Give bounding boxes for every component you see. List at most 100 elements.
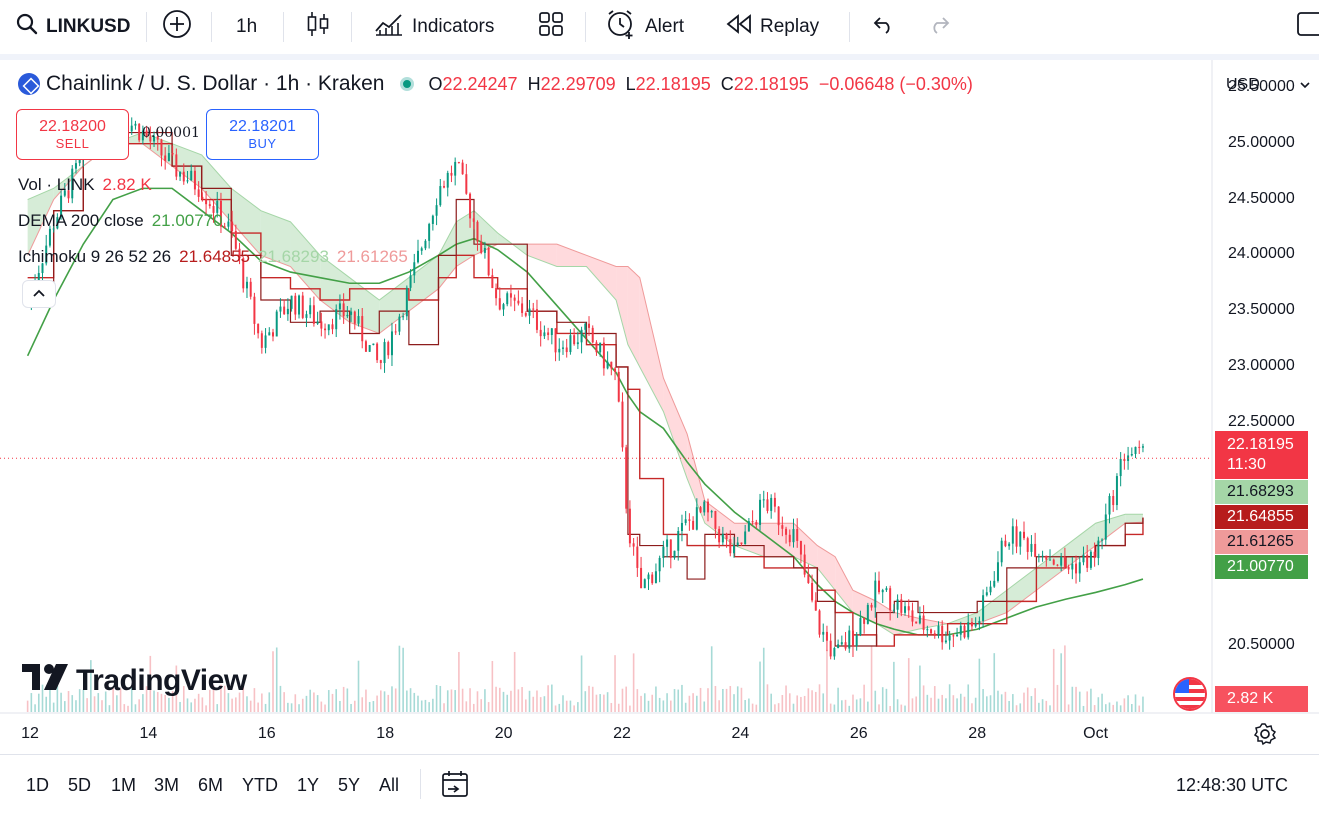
candle-body [517, 300, 520, 304]
candle-body [658, 557, 661, 572]
indicators-button[interactable]: Indicators [374, 0, 494, 54]
volume-bar [1067, 704, 1070, 712]
add-circle-icon [162, 9, 192, 45]
currency-select[interactable]: USD [1226, 76, 1310, 94]
candle-body [785, 528, 788, 535]
time-tick-label: 20 [494, 725, 513, 742]
redo-icon [928, 14, 952, 40]
interval-button[interactable]: 1h [236, 0, 257, 54]
alert-button[interactable]: Alert [605, 0, 684, 54]
settings-button[interactable] [1253, 722, 1277, 751]
volume-bar [1008, 700, 1010, 712]
candle-body [361, 316, 364, 342]
candle-body [283, 306, 286, 315]
sell-button[interactable]: 22.18200 SELL [16, 109, 129, 160]
legend-title[interactable]: Chainlink / U. S. Dollar · 1h · Kraken [46, 72, 385, 95]
volume-bar [261, 693, 263, 712]
volume-bar [625, 686, 627, 712]
symbol-search[interactable]: LINKUSD [16, 0, 130, 54]
ohlc-values: O22.24247 H22.29709 L22.18195 C22.18195 … [428, 74, 972, 95]
candle-body [985, 592, 988, 596]
candle-body [573, 335, 576, 345]
volume-bar [926, 694, 929, 712]
range-button[interactable]: All [379, 775, 400, 795]
economic-events-icon[interactable] [1173, 677, 1207, 711]
volume-bar [179, 701, 181, 712]
volume-bar [536, 690, 538, 712]
time-tick-label: 24 [731, 725, 750, 742]
volume-bar [666, 693, 668, 712]
range-button[interactable]: YTD [242, 775, 278, 795]
candle-body [770, 497, 773, 511]
volume-bar [253, 688, 256, 712]
range-button[interactable]: 5D [68, 775, 92, 795]
dema-value: 21.00770 [151, 211, 223, 230]
volume-bar [331, 693, 334, 712]
low-value: 22.18195 [635, 73, 711, 94]
volume-bar [368, 701, 371, 712]
price-chart[interactable] [0, 0, 1319, 754]
volume-legend[interactable]: Vol · LINK 2.82 K [18, 175, 152, 195]
tradingview-mark-icon [22, 664, 70, 698]
candle-body [918, 615, 921, 624]
candle-body [610, 361, 613, 369]
candle-body [740, 542, 743, 545]
volume-bar [357, 660, 360, 712]
range-button[interactable]: 1D [26, 775, 50, 795]
volume-bar [848, 705, 851, 712]
dema-legend[interactable]: DEMA 200 close 21.00770 [18, 211, 223, 231]
replay-button[interactable]: Replay [726, 0, 819, 54]
volume-bar [432, 698, 434, 712]
tradingview-logo[interactable]: TradingView [22, 664, 247, 698]
go-to-date-button[interactable] [440, 769, 470, 804]
fullscreen-button[interactable] [1296, 0, 1319, 54]
chart-type-button[interactable] [306, 0, 330, 54]
volume-bar [907, 658, 910, 712]
volume-bar [1116, 701, 1118, 712]
volume-bar [428, 702, 430, 712]
gear-icon [1253, 723, 1277, 750]
candle-body [1045, 555, 1048, 560]
volume-bar [201, 697, 204, 712]
candle-body [424, 240, 427, 249]
candle-body [807, 574, 810, 583]
bottom-divider [420, 769, 421, 799]
toolbar-divider [585, 12, 586, 42]
range-button[interactable]: 6M [198, 775, 224, 795]
layout-button[interactable] [538, 0, 564, 54]
volume-bar [785, 685, 787, 712]
volume-bar [231, 698, 233, 712]
collapse-legend-button[interactable] [22, 280, 56, 308]
range-button[interactable]: 1M [111, 775, 137, 795]
volume-bar [1093, 705, 1096, 712]
candle-body [1130, 454, 1133, 456]
candle-body [472, 218, 475, 222]
range-button[interactable]: 1Y [297, 775, 320, 795]
candle-body [56, 217, 59, 229]
ichimoku-value-3: 21.61265 [336, 247, 408, 266]
compare-button[interactable] [162, 0, 192, 54]
volume-bar [692, 693, 694, 712]
redo-button[interactable] [928, 0, 952, 54]
candle-body [67, 190, 70, 199]
candles [26, 110, 1144, 660]
range-button[interactable]: 5Y [338, 775, 361, 795]
candle-body [1056, 564, 1059, 566]
candle-body [937, 625, 940, 636]
volume-bar [119, 688, 122, 712]
volume-bar [930, 697, 932, 712]
buy-button[interactable]: 22.18201 BUY [206, 109, 319, 160]
volume-bar [380, 690, 382, 712]
volume-bar [982, 689, 984, 712]
undo-button[interactable] [871, 0, 895, 54]
volume-bar [420, 700, 423, 712]
volume-bar [777, 703, 780, 712]
volume-bar [788, 693, 791, 712]
range-button[interactable]: 3M [154, 775, 180, 795]
ichimoku-legend[interactable]: Ichimoku 9 26 52 26 21.64855 21.68293 21… [18, 247, 408, 267]
volume-bar [320, 701, 323, 712]
candle-body [822, 631, 825, 635]
bar-countdown: 11:30 [1227, 456, 1266, 473]
volume-bar [870, 645, 873, 712]
utc-clock[interactable]: 12:48:30 UTC [1176, 775, 1289, 795]
